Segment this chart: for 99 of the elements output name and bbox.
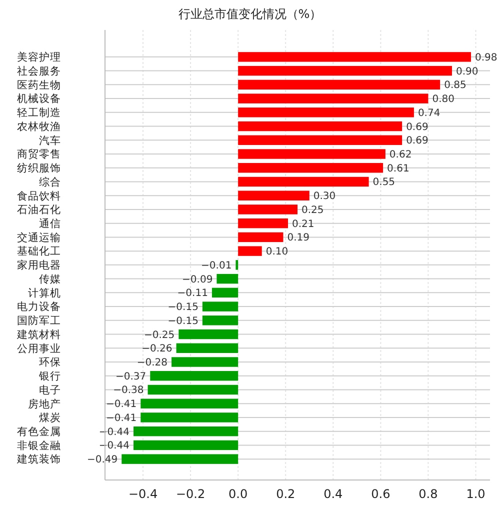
data-label: 0.69 [406, 122, 428, 133]
bar [202, 316, 238, 326]
y-tick-label: 交通运输 [17, 230, 61, 244]
bar [238, 204, 298, 214]
y-tick-label: 公用事业 [17, 342, 61, 355]
y-tick-label: 房地产 [28, 397, 61, 410]
y-tick-label: 商贸零售 [17, 148, 61, 161]
bar [178, 329, 238, 340]
bar [238, 163, 384, 173]
data-label: −0.49 [86, 454, 118, 466]
y-tick-label: 基础化工 [17, 244, 61, 258]
y-tick-label: 计算机 [28, 286, 61, 300]
y-tick-label: 农林牧渔 [17, 120, 61, 133]
data-label: −0.44 [98, 426, 130, 438]
bar [122, 454, 238, 464]
data-label: 0.21 [292, 218, 314, 230]
y-tick-label: 非银金融 [17, 438, 61, 452]
bar [238, 121, 402, 132]
bar [238, 232, 284, 242]
bar [238, 80, 440, 90]
y-tick-label: 综合 [39, 175, 61, 188]
bar [238, 246, 262, 256]
y-tick-label: 机械设备 [17, 92, 61, 106]
bar [202, 302, 238, 312]
data-label: −0.09 [182, 274, 213, 286]
data-label: 0.74 [418, 108, 440, 119]
data-label: −0.41 [106, 399, 137, 410]
y-tick-label: 医药生物 [17, 78, 61, 92]
x-tick-label: 0.4 [324, 487, 343, 501]
data-label: −0.01 [201, 260, 232, 272]
data-label: 0.62 [389, 150, 412, 160]
y-tick-label: 石油石化 [17, 203, 61, 216]
bar [148, 384, 238, 395]
data-label: 0.85 [444, 80, 466, 92]
y-tick-label: 汽车 [39, 134, 61, 147]
bar [238, 52, 471, 62]
y-tick-label: 美容护理 [17, 50, 61, 64]
data-label: 0.55 [372, 177, 396, 188]
y-tick-label: 纺织服饰 [17, 162, 61, 175]
bar [140, 398, 238, 408]
bar [212, 288, 238, 298]
x-tick-label: −0.2 [176, 487, 206, 501]
x-tick-label: 0.0 [228, 487, 248, 501]
x-tick-label: 1.0 [466, 487, 486, 501]
x-tick-label: −0.4 [128, 487, 158, 501]
y-tick-label: 电力设备 [17, 300, 61, 314]
bar [150, 371, 238, 381]
bar [134, 426, 238, 436]
bar [238, 66, 452, 76]
y-tick-label: 煤炭 [39, 411, 61, 424]
y-tick-label: 通信 [39, 217, 61, 230]
data-label: −0.15 [168, 316, 198, 327]
y-tick-label: 电子 [39, 383, 61, 396]
y-tick-label: 家用电器 [17, 258, 61, 272]
bar [176, 343, 238, 353]
data-label: −0.11 [177, 288, 208, 300]
bar [172, 357, 238, 367]
x-tick-label: 0.6 [371, 487, 390, 501]
y-tick-label: 国防军工 [17, 314, 61, 328]
bar [238, 135, 402, 145]
bar [134, 440, 238, 450]
data-label: −0.15 [168, 302, 198, 314]
bar [236, 260, 238, 270]
y-tick-label: 银行 [38, 370, 61, 383]
y-tick-label: 社会服务 [17, 64, 61, 78]
data-label: −0.38 [113, 385, 144, 396]
y-tick-label: 建筑装饰 [16, 452, 61, 466]
data-label: 0.25 [302, 204, 324, 216]
data-label: −0.25 [144, 330, 175, 341]
data-label: −0.41 [106, 412, 137, 424]
x-tick-label: 0.8 [418, 487, 438, 501]
bar [238, 176, 369, 187]
bar [140, 412, 238, 422]
y-tick-label: 有色金属 [17, 426, 61, 438]
y-tick-label: 建筑材料 [16, 328, 61, 341]
bar [238, 94, 428, 104]
data-label: 0.10 [266, 246, 288, 258]
bar [216, 274, 238, 284]
data-label: −0.26 [142, 344, 172, 355]
bar [238, 149, 386, 159]
data-label: 0.80 [432, 94, 454, 106]
y-tick-label: 环保 [39, 356, 61, 369]
data-label: −0.28 [136, 358, 168, 368]
data-label: 0.30 [313, 191, 336, 202]
data-label: −0.37 [116, 371, 146, 382]
x-tick-label: 0.2 [276, 487, 296, 501]
data-label: 0.19 [287, 232, 310, 244]
y-tick-label: 食品饮料 [17, 189, 61, 202]
chart-title: 行业总市值变化情况（%） [178, 7, 322, 21]
data-label: 0.98 [474, 52, 498, 64]
data-label: 0.90 [456, 66, 478, 78]
data-label: −0.44 [98, 440, 130, 452]
bar [238, 190, 310, 200]
data-label: 0.69 [406, 136, 428, 147]
data-label: 0.61 [387, 163, 410, 174]
y-tick-label: 轻工制造 [17, 106, 61, 120]
y-tick-label: 传媒 [39, 273, 61, 286]
bar [238, 108, 414, 118]
bar [238, 218, 288, 228]
